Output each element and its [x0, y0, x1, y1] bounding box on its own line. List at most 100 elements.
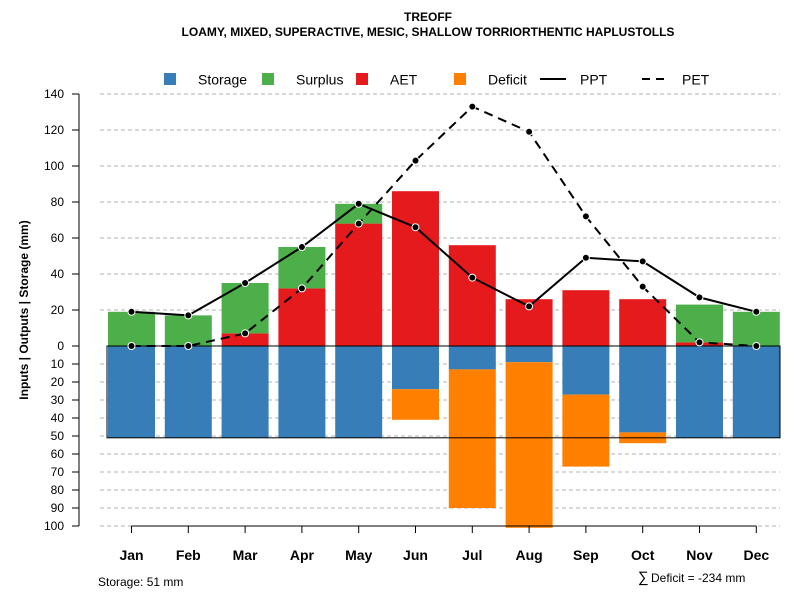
y-tick-label-lower: 30 [51, 393, 65, 407]
bar-storage-may [335, 346, 383, 438]
bar-storage-feb [164, 346, 212, 438]
y-tick-label-upper: 0 [57, 339, 64, 353]
point-pet-oct [638, 282, 647, 291]
y-tick-label-lower: 40 [51, 411, 65, 425]
y-tick-label-upper: 40 [51, 267, 65, 281]
point-pet-aug [525, 127, 534, 136]
bars [108, 191, 780, 528]
bar-surplus-mar [221, 283, 269, 334]
y-axis-label: Inputs | Outputs | Storage (mm) [17, 220, 31, 399]
x-tick-label-mar: Mar [233, 547, 258, 563]
y-tick-label-upper: 120 [44, 123, 64, 137]
bar-surplus-jan [108, 311, 155, 346]
line-pet [131, 105, 757, 347]
bar-deficit-jun [392, 389, 439, 420]
y-tick-label-lower: 100 [44, 519, 64, 533]
point-ppt-sep [581, 253, 590, 262]
x-tick-label-jul: Jul [462, 547, 482, 563]
legend-label-surplus: Surplus [296, 72, 343, 88]
point-ppt-may [354, 199, 363, 208]
bar-storage-apr [278, 346, 326, 438]
bar-storage-sep [562, 346, 610, 395]
bar-surplus-nov [676, 304, 723, 343]
bar-deficit-aug [505, 362, 553, 528]
bar-aet-mar [221, 333, 269, 346]
bar-storage-oct [619, 346, 667, 433]
point-ppt-dec [752, 307, 761, 316]
point-ppt-nov [695, 293, 704, 302]
point-pet-jan [127, 342, 136, 350]
point-pet-nov [695, 338, 704, 347]
bar-storage-mar [221, 346, 269, 438]
legend-label-pet: PET [682, 72, 710, 88]
y-tick-label-lower: 20 [51, 375, 65, 389]
point-ppt-mar [241, 279, 250, 287]
legend-label-deficit: Deficit [488, 72, 527, 88]
series-lines [127, 102, 761, 350]
x-tick-label-jun: Jun [403, 547, 428, 563]
bar-storage-jan [108, 346, 155, 438]
point-ppt-jun [411, 223, 420, 232]
storage-footer: Storage: 51 mm [98, 575, 183, 589]
chart-legend: Storage Surplus AET Deficit PPT PET [164, 72, 710, 88]
bar-aet-jun [392, 191, 439, 346]
x-tick-label-aug: Aug [515, 547, 542, 563]
x-tick-label-sep: Sep [573, 547, 599, 563]
chart-subtitle: LOAMY, MIXED, SUPERACTIVE, MESIC, SHALLO… [182, 25, 675, 39]
bar-aet-oct [619, 299, 667, 346]
x-tick-label-feb: Feb [176, 547, 201, 563]
bar-aet-sep [562, 290, 610, 346]
bar-storage-jul [448, 346, 496, 370]
bar-deficit-jul [448, 369, 496, 508]
legend-swatch-storage [164, 73, 176, 85]
line-ppt [131, 202, 757, 317]
x-tick-label-nov: Nov [686, 547, 713, 563]
y-tick-label-upper: 80 [51, 195, 65, 209]
point-ppt-jul [468, 273, 477, 282]
point-pet-feb [184, 342, 193, 350]
y-tick-label-upper: 20 [51, 303, 65, 317]
point-ppt-feb [184, 311, 193, 320]
bar-storage-dec [732, 346, 780, 438]
point-pet-apr [297, 284, 306, 293]
bar-aet-jul [448, 245, 496, 346]
x-tick-label-may: May [345, 547, 372, 563]
point-pet-mar [241, 329, 250, 338]
point-pet-dec [752, 342, 761, 350]
bar-surplus-dec [732, 311, 780, 346]
legend-swatch-aet [356, 73, 368, 85]
y-tick-label-lower: 70 [51, 465, 65, 479]
deficit-footer: Deficit = -234 mm [651, 571, 745, 585]
y-tick-label-lower: 10 [51, 357, 65, 371]
y-tick-label-upper: 60 [51, 231, 65, 245]
y-tick-label-upper: 100 [44, 159, 64, 173]
axes: 0 20 40 60 80 100 120 140 10 20 30 40 50 60 70 80 90 100 J… [44, 87, 769, 563]
legend-swatch-deficit [454, 73, 466, 85]
point-pet-jun [411, 156, 420, 165]
legend-swatch-surplus [262, 73, 274, 85]
y-tick-label-lower: 90 [51, 501, 65, 515]
x-tick-label-dec: Dec [743, 547, 769, 563]
legend-label-aet: AET [390, 72, 418, 88]
legend-label-storage: Storage [198, 72, 247, 88]
bar-storage-aug [505, 346, 553, 363]
bar-surplus-feb [164, 315, 212, 346]
bar-storage-jun [392, 346, 439, 390]
bar-aet-apr [278, 288, 326, 346]
bar-aet-may [335, 223, 383, 346]
point-pet-sep [581, 212, 590, 221]
point-ppt-jan [127, 307, 136, 316]
x-tick-label-apr: Apr [290, 547, 315, 563]
point-pet-jul [468, 102, 477, 111]
point-ppt-oct [638, 257, 647, 266]
y-tick-label-lower: 50 [51, 429, 65, 443]
y-tick-label-lower: 60 [51, 447, 65, 461]
deficit-sum-symbol: ∑ [638, 569, 649, 586]
chart-title: TREOFF [404, 10, 452, 24]
x-tick-label-jan: Jan [119, 547, 143, 563]
bar-deficit-sep [562, 394, 610, 467]
bar-storage-nov [676, 346, 723, 438]
bar-surplus-apr [278, 247, 326, 289]
y-tick-label-upper: 140 [44, 87, 64, 101]
zero-axis [106, 345, 781, 439]
